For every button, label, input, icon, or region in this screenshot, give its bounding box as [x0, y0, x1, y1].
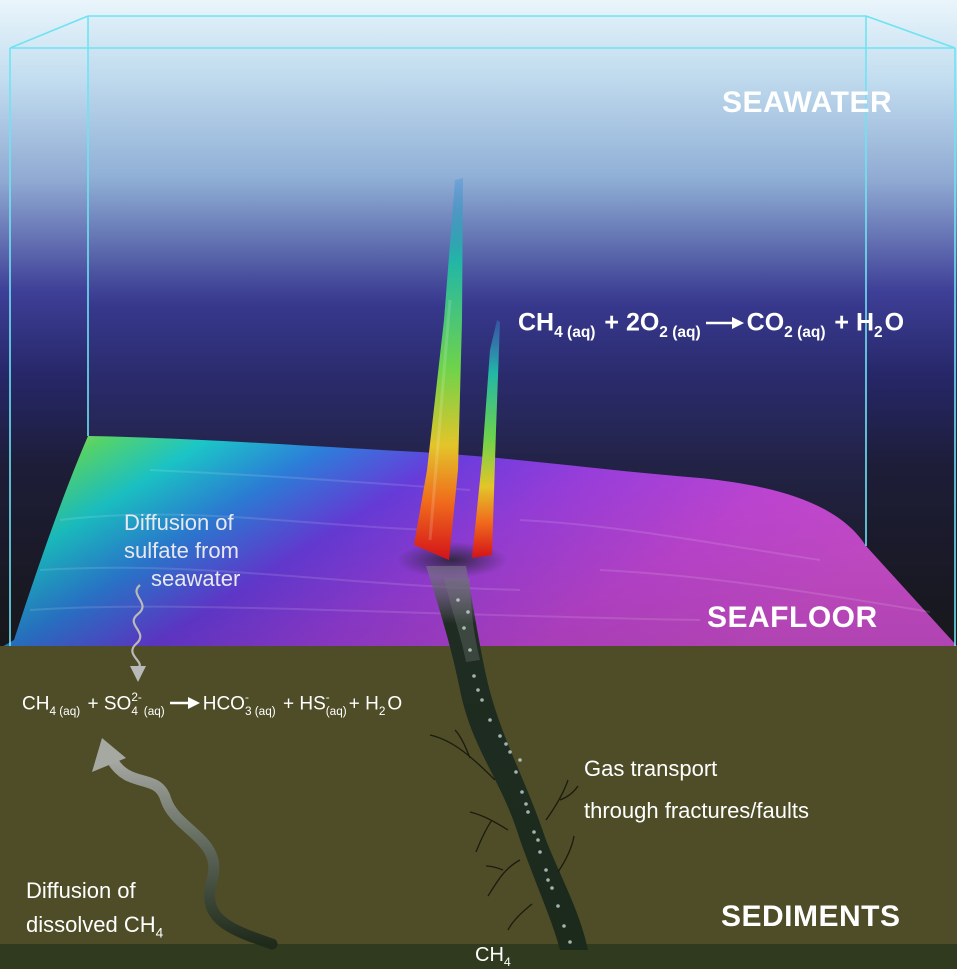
sulfate-note-line-2: sulfate from	[124, 538, 239, 563]
equation-term: O	[884, 308, 905, 337]
gas-bubble	[456, 598, 460, 602]
equation-subscript: 4	[131, 704, 138, 718]
gas-bubble	[524, 802, 528, 806]
gas-bubble	[468, 648, 472, 652]
fault-gas-conduit	[426, 566, 588, 950]
gas-bubble	[488, 718, 492, 722]
gas-bubble	[550, 886, 554, 890]
ch4-diffusion-note: Diffusion of dissolved CH4	[26, 874, 163, 942]
gas-bubble	[504, 742, 508, 746]
methane-source-label: CH4	[475, 944, 511, 969]
gas-transport-line-1: Gas transport	[584, 756, 718, 781]
equation-term: CO	[746, 308, 785, 337]
equation-term: CH	[22, 693, 50, 715]
sulfate-note-line-1: Diffusion of	[124, 510, 234, 535]
ch4-note-text: dissolved CH	[26, 912, 156, 937]
gas-bubble	[480, 698, 484, 702]
gas-transport-line-2: through fractures/faults	[584, 798, 810, 823]
equation-superscript	[659, 307, 700, 321]
equation-subscript: 2 (aq)	[659, 323, 701, 341]
equation-term: HCO	[202, 693, 245, 715]
equation-subscript: 2	[378, 704, 386, 718]
plume-left	[414, 178, 463, 560]
gas-bubble	[462, 626, 466, 630]
sediments-label: SEDIMENTS	[721, 900, 901, 933]
gas-bubble	[476, 688, 480, 692]
methane-source-text: CH	[475, 944, 504, 966]
methane-bubble-plumes	[397, 178, 507, 578]
seawater-label: SEAWATER	[722, 86, 893, 119]
gas-bubble	[546, 878, 550, 882]
equation-superscript	[144, 692, 165, 703]
equation-term: O	[387, 693, 403, 715]
equation-term: + SO	[82, 693, 132, 715]
ch4-note-line-1: Diffusion of	[26, 878, 136, 903]
equation-superscript: 2-	[131, 691, 142, 704]
gas-bubble	[526, 810, 530, 814]
sulfate-diffusion-note: Diffusion of sulfate from seawater	[124, 509, 240, 593]
equation-superscript: -	[244, 691, 249, 704]
equation-subscript: 4 (aq)	[49, 704, 81, 718]
gas-bubble	[568, 940, 572, 944]
anaerobic-oxidation-equation: CH 4 (aq) + SO 2- 4 (aq) HCO -3 (aq) + HS - (aq)…	[22, 692, 402, 717]
equation-superscript	[49, 692, 80, 703]
gas-bubble	[520, 790, 524, 794]
equation-subscript: 2	[874, 323, 883, 341]
gas-transport-note: Gas transport through fractures/faults	[584, 748, 809, 832]
gas-bubble	[508, 750, 512, 754]
equation-term: + 2O	[597, 308, 660, 337]
sulfate-note-line-3: seawater	[151, 566, 241, 591]
back-wall	[88, 16, 866, 546]
equation-subscript: (aq)	[325, 704, 347, 718]
equation-superscript	[379, 692, 386, 703]
equation-superscript	[554, 307, 595, 321]
equation-term: CH	[518, 308, 555, 337]
gas-bubbles	[456, 598, 572, 944]
box-outline	[9, 15, 956, 648]
equation-subscript: 2 (aq)	[784, 323, 826, 341]
fracture-lines	[429, 729, 579, 931]
sediment-base	[0, 944, 957, 969]
gas-bubble	[466, 610, 470, 614]
equation-superscript: -	[325, 691, 330, 704]
gas-bubble	[544, 868, 548, 872]
gas-bubble	[514, 770, 518, 774]
methane-source-subscript: 4	[503, 955, 511, 969]
equation-term: + H	[827, 308, 875, 337]
equation-subscript: (aq)	[143, 704, 165, 718]
gas-bubble	[538, 850, 542, 854]
gas-bubble	[536, 838, 540, 842]
gas-bubble	[556, 904, 560, 908]
gas-bubble	[518, 758, 522, 762]
ch4-diffusion-arrow	[92, 738, 278, 950]
gas-bubble	[472, 674, 476, 678]
equation-term: + HS	[277, 693, 326, 715]
reaction-arrow	[705, 308, 744, 337]
equation-term: + H	[348, 693, 379, 715]
gas-bubble	[498, 734, 502, 738]
equation-subscript: 4 (aq)	[554, 323, 596, 341]
ch4-note-line-2: dissolved CH4	[26, 908, 163, 942]
reaction-arrow	[169, 694, 200, 716]
sulfate-diffusion-arrow	[130, 584, 146, 682]
ch4-note-subscript: 4	[155, 925, 164, 941]
gas-bubble	[532, 830, 536, 834]
seafloor-label: SEAFLOOR	[707, 601, 878, 634]
equation-subscript: 3 (aq)	[244, 704, 276, 718]
seafloor-bathymetry-texture	[29, 469, 931, 621]
equation-superscript	[874, 307, 883, 321]
equation-superscript	[784, 307, 825, 321]
plume-right	[472, 320, 500, 558]
gas-bubble	[562, 924, 566, 928]
